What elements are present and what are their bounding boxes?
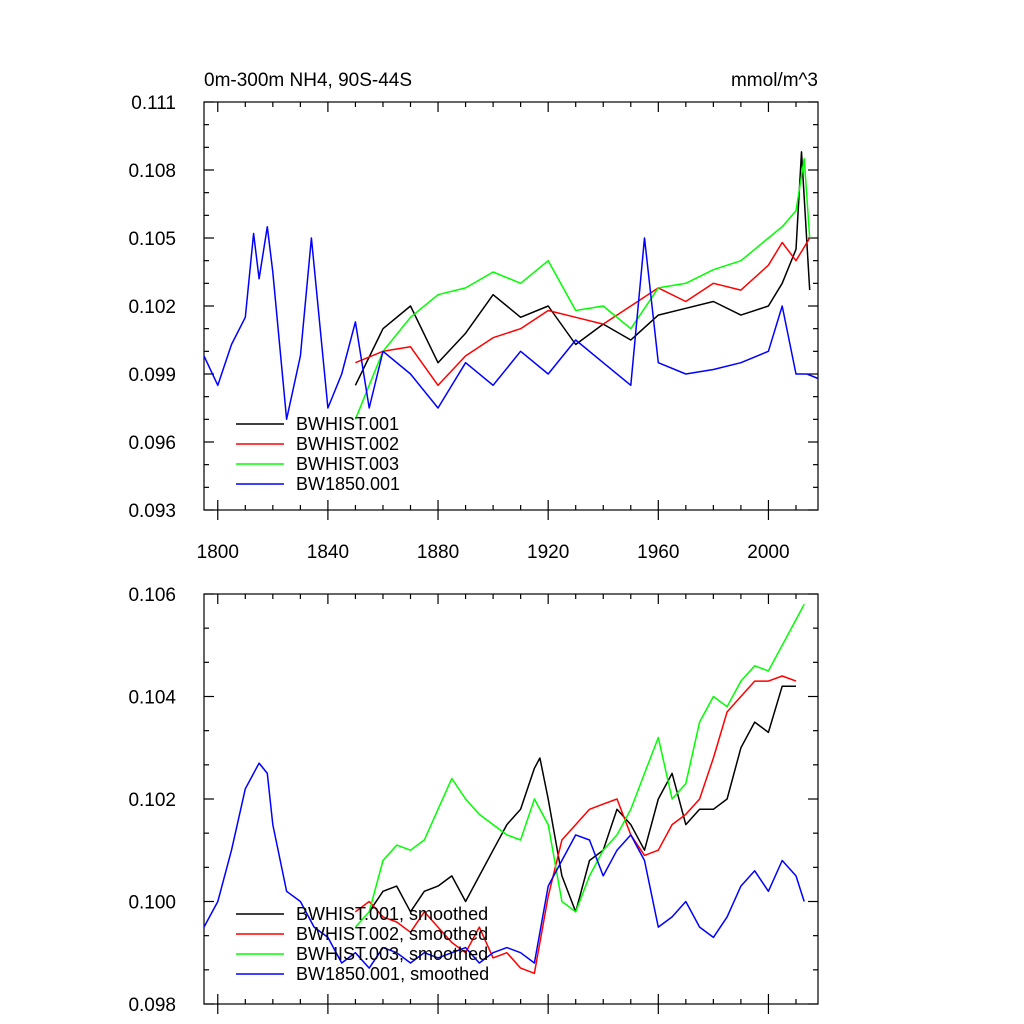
y-tick-label: 0.106: [128, 585, 176, 606]
y-tick-label: 0.108: [128, 161, 176, 182]
y-tick-label: 0.105: [128, 229, 176, 250]
series-line-0: [354, 151, 811, 386]
legend-label-2: BWHIST.003: [296, 454, 399, 474]
top-axes: 1800 1840 1880 1920 1960 2000 0.093 0.096 0.099 0…: [128, 93, 818, 563]
y-tick-label: 0.099: [128, 365, 176, 386]
bottom-series-lines: [203, 603, 805, 975]
top-panel-title: 0m-300m NH4, 90S-44S: [204, 70, 412, 91]
series-line-2: [354, 157, 811, 420]
legend-label-3: BW1850.001: [296, 474, 400, 494]
series-line-1: [354, 675, 797, 975]
bottom-panel: 0.098 0.100 0.102 0.104 0.106 BWHIST.001, sm…: [128, 585, 819, 1016]
x-tick-label: 1840: [307, 542, 349, 563]
y-tick-label: 0.096: [128, 433, 176, 454]
series-line-1: [355, 237, 811, 387]
y-tick-label: 0.104: [128, 688, 176, 709]
series-line-3: [203, 225, 819, 421]
series-line-3: [203, 762, 805, 969]
series-line-0: [368, 685, 796, 913]
bottom-axes: 0.098 0.100 0.102 0.104 0.106: [128, 585, 818, 1016]
y-tick-label: 0.100: [128, 893, 176, 914]
top-panel-units: mmol/m^3: [731, 70, 818, 91]
legend-label-3: BW1850.001, smoothed: [296, 964, 489, 984]
y-tick-label: 0.102: [128, 790, 176, 811]
y-tick-label: 0.098: [128, 995, 176, 1016]
x-tick-label: 1800: [197, 542, 239, 563]
series-line-2: [354, 603, 805, 928]
top-series-lines: [203, 151, 819, 421]
legend-label-2: BWHIST.003, smoothed: [296, 944, 488, 964]
top-panel: 0m-300m NH4, 90S-44S mmol/m^3 1800 1840 18…: [128, 70, 819, 563]
legend-label-0: BWHIST.001: [296, 414, 399, 434]
y-tick-label: 0.111: [131, 93, 176, 114]
legend-label-1: BWHIST.002: [296, 434, 399, 454]
y-tick-label: 0.102: [128, 297, 176, 318]
x-tick-label: 1960: [637, 542, 679, 563]
legend-label-1: BWHIST.002, smoothed: [296, 924, 488, 944]
x-tick-label: 2000: [747, 542, 789, 563]
legend-label-0: BWHIST.001, smoothed: [296, 904, 488, 924]
x-tick-label: 1920: [527, 542, 569, 563]
x-tick-label: 1880: [417, 542, 459, 563]
y-tick-label: 0.093: [128, 501, 176, 522]
